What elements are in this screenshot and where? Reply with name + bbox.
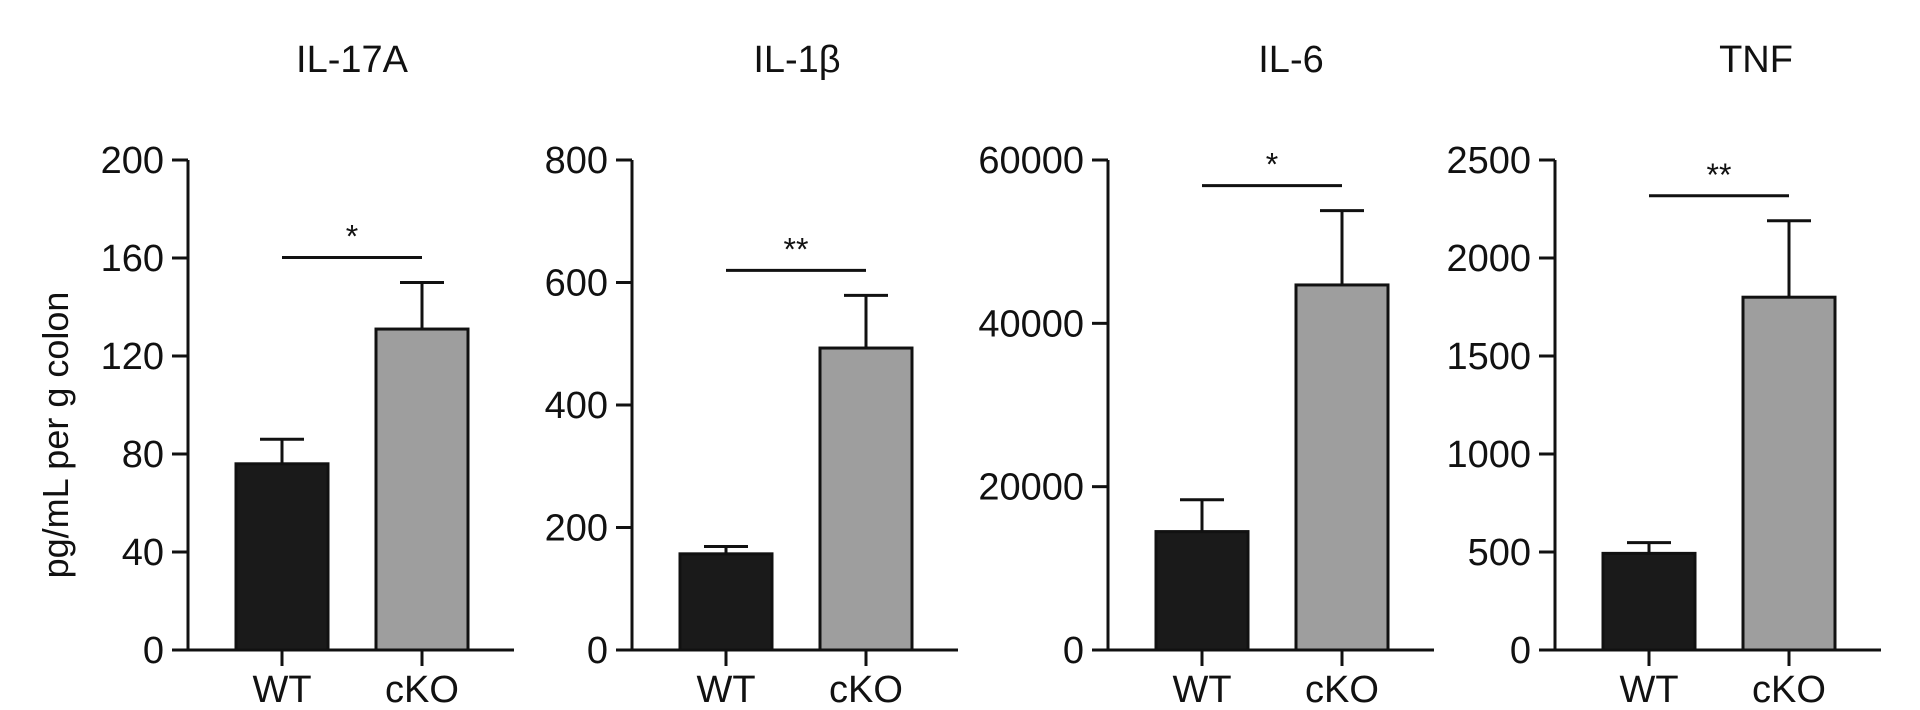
panel-4-y-tick-label: 0	[1510, 630, 1531, 672]
panel-4-y-tick-label: 2500	[1446, 140, 1531, 182]
panel-3-bar-wt	[1154, 530, 1250, 652]
panel-3-bar-cko	[1294, 283, 1390, 652]
panel-2-title: IL-1β	[753, 39, 840, 81]
panel-1-y-tick-label: 160	[101, 238, 164, 280]
panel-4-y-tick-label: 1000	[1446, 434, 1531, 476]
panel-4-y-tick-label: 2000	[1446, 238, 1531, 280]
panel-1-bar-cko	[374, 327, 470, 652]
panel-4-y-tick-label: 500	[1468, 532, 1531, 574]
panel-4-bar-cko	[1741, 295, 1837, 652]
panel-1-x-tick-label: WT	[252, 669, 311, 710]
panel-4-bar-wt	[1601, 551, 1697, 652]
panel-2-x-tick-label: WT	[696, 669, 755, 710]
panel-3-y-tick-label: 0	[1063, 630, 1084, 672]
panel-1-y-tick-label: 0	[143, 630, 164, 672]
panel-3-title: IL-6	[1258, 39, 1323, 81]
panel-4-x-tick-label: cKO	[1752, 669, 1826, 710]
panel-3-y-tick-label: 20000	[978, 467, 1084, 509]
panel-4-x-tick-label: WT	[1619, 669, 1678, 710]
panel-1-x-tick-label: cKO	[385, 669, 459, 710]
panel-2-y-tick-label: 400	[545, 385, 608, 427]
panel-3-y-tick-label: 60000	[978, 140, 1084, 182]
panel-2-bar-wt	[678, 552, 774, 652]
panel-1-significance-label: *	[346, 219, 358, 255]
panel-1-title: IL-17A	[296, 39, 409, 81]
panel-2-bar-cko	[818, 346, 914, 652]
panel-3-x-tick-label: cKO	[1305, 669, 1379, 710]
panel-2-x-tick-label: cKO	[829, 669, 903, 710]
panel-2-y-tick-label: 200	[545, 508, 608, 550]
panel-1-y-tick-label: 80	[122, 434, 164, 476]
panel-2-y-tick-label: 800	[545, 140, 608, 182]
panel-1-bar-wt	[234, 462, 330, 652]
panel-4-title: TNF	[1719, 39, 1793, 81]
panel-2-y-tick-label: 600	[545, 263, 608, 305]
panel-2-significance-label: **	[784, 231, 809, 267]
panel-3-y-tick-label: 40000	[978, 303, 1084, 345]
panel-3-significance-label: *	[1266, 147, 1278, 183]
panel-4-significance-label: **	[1707, 157, 1732, 193]
panel-3-x-tick-label: WT	[1172, 669, 1231, 710]
panel-1-y-tick-label: 200	[101, 140, 164, 182]
panel-2-y-tick-label: 0	[587, 630, 608, 672]
panel-4-y-tick-label: 1500	[1446, 336, 1531, 378]
panel-1-y-tick-label: 40	[122, 532, 164, 574]
y-axis-label: pg/mL per g colon	[35, 292, 76, 579]
panel-1-y-tick-label: 120	[101, 336, 164, 378]
